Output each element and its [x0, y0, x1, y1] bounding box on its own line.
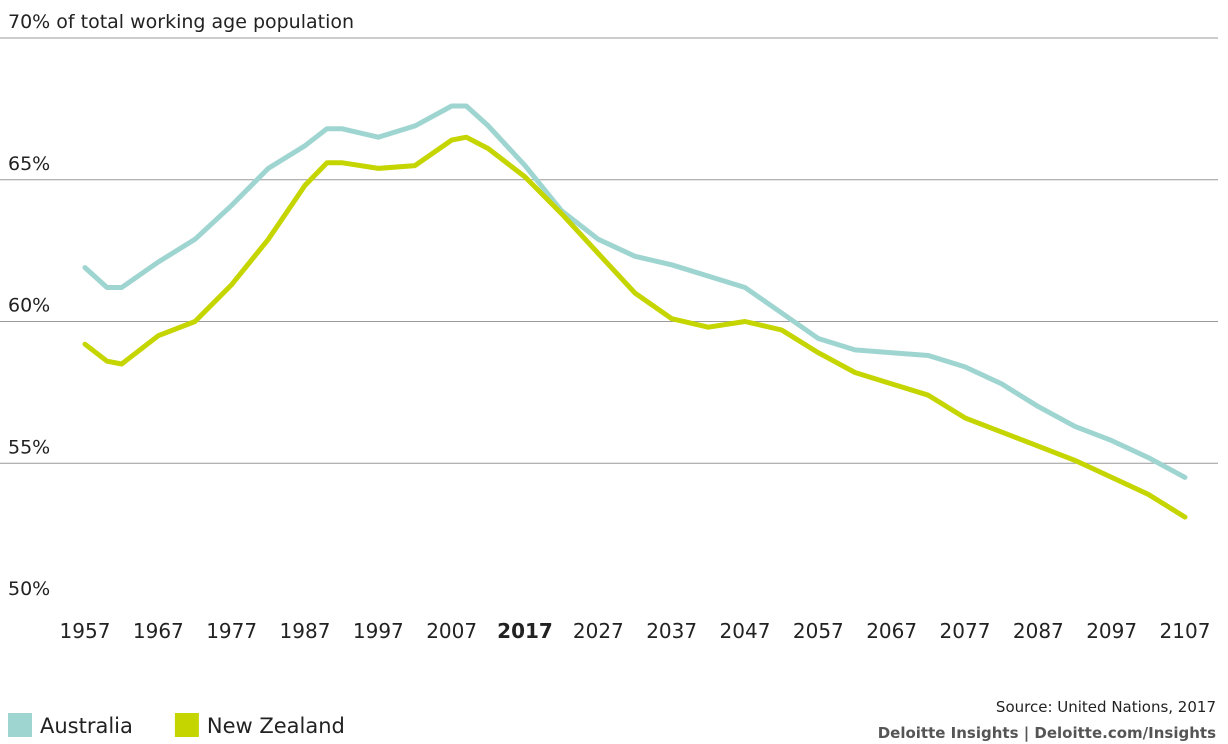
source: Source: United Nations, 2017 — [996, 698, 1216, 716]
x-tick-label: 2067 — [866, 619, 917, 643]
x-tick-label: 1997 — [353, 619, 404, 643]
x-tick-label: 1977 — [206, 619, 257, 643]
series-line — [85, 137, 1185, 517]
legend-label: New Zealand — [207, 714, 345, 738]
y-tick-label: 70% of total working age population — [8, 11, 354, 33]
x-tick-label: 1967 — [133, 619, 184, 643]
legend-label: Australia — [40, 714, 133, 738]
y-tick-label: 55% — [8, 436, 50, 458]
chart: Source: United Nations, 2017 Deloitte In… — [0, 0, 1228, 744]
legend-swatch — [8, 713, 32, 737]
y-tick-label: 50% — [8, 578, 50, 600]
x-tick-label: 2057 — [793, 619, 844, 643]
x-tick-label: 1957 — [60, 619, 111, 643]
x-tick-label: 2017 — [497, 619, 553, 643]
x-tick-label: 1987 — [280, 619, 331, 643]
x-tick-label: 2037 — [646, 619, 697, 643]
y-tick-label: 65% — [8, 153, 50, 175]
x-tick-label: 2027 — [573, 619, 624, 643]
x-tick-label: 2077 — [940, 619, 991, 643]
x-tick-label: 2097 — [1086, 619, 1137, 643]
credit: Deloitte Insights | Deloitte.com/Insight… — [878, 724, 1216, 743]
x-tick-label: 2047 — [720, 619, 771, 643]
y-tick-label: 60% — [8, 295, 50, 317]
x-tick-label: 2107 — [1160, 619, 1211, 643]
legend-swatch — [175, 713, 199, 737]
x-tick-label: 2087 — [1013, 619, 1064, 643]
x-tick-label: 2007 — [426, 619, 477, 643]
